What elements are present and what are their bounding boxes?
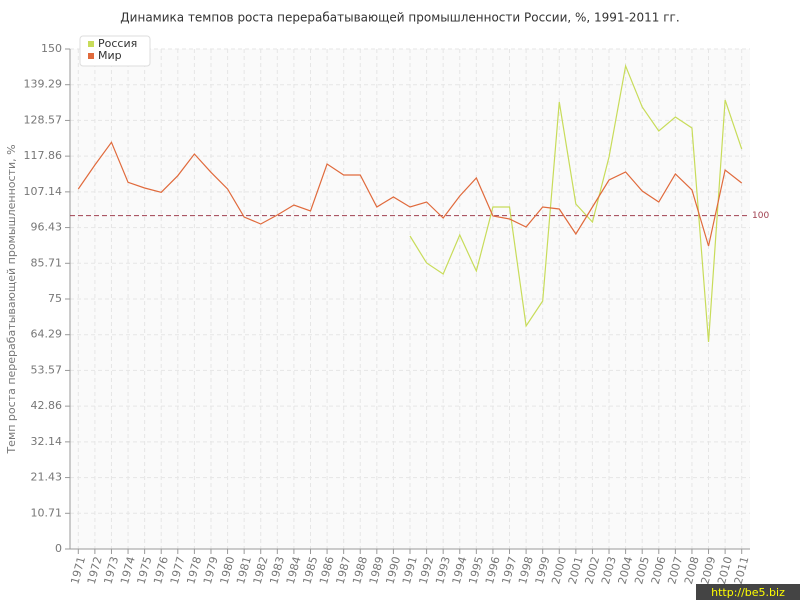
legend-box	[79, 35, 151, 67]
y-tick-label: 117.86	[24, 149, 63, 162]
y-tick-label: 42.86	[31, 399, 63, 412]
legend-swatch	[88, 41, 94, 47]
watermark: http://be5.biz	[711, 586, 785, 599]
y-tick-label: 21.43	[31, 471, 63, 484]
y-tick-label: 0	[55, 542, 62, 555]
y-tick-label: 53.57	[31, 363, 63, 376]
legend-label: Мир	[98, 49, 122, 62]
watermark-bg	[696, 584, 800, 600]
y-axis-label: Темп роста перерабатывающей промышленнос…	[5, 144, 18, 454]
y-tick-label: 139.29	[24, 78, 63, 91]
y-tick-label: 10.71	[31, 506, 63, 519]
series-line	[77, 141, 743, 247]
y-tick-label: 85.71	[31, 256, 63, 269]
y-tick-label: 150	[41, 42, 62, 55]
reference-label: 100	[752, 211, 769, 221]
legend-swatch	[88, 53, 94, 59]
y-tick-label: 128.57	[24, 113, 63, 126]
y-tick-label: 32.14	[31, 435, 63, 448]
y-tick-label: 96.43	[31, 221, 63, 234]
series-line	[409, 63, 743, 343]
y-tick-label: 64.29	[31, 328, 63, 341]
x-tick-label: 2011	[732, 555, 752, 585]
y-tick-label: 107.14	[24, 185, 63, 198]
chart-title: Динамика темпов роста перерабатывающей п…	[120, 11, 679, 25]
legend-label: Россия	[98, 37, 137, 50]
y-tick-label: 75	[48, 292, 62, 305]
